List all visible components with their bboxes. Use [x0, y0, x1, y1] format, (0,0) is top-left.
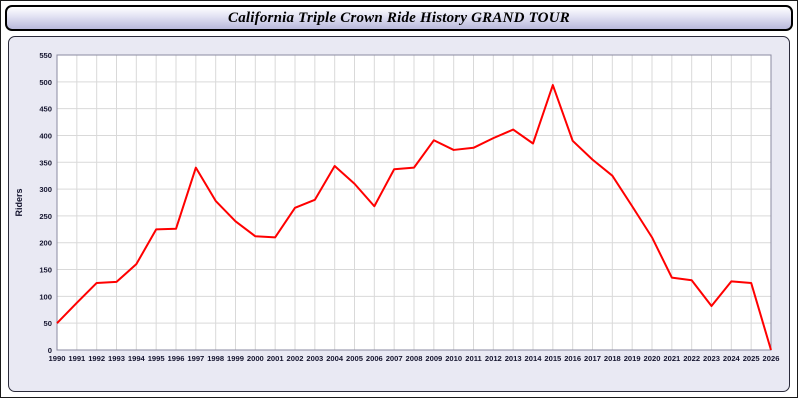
- y-tick-label: 200: [39, 239, 52, 248]
- x-tick-label: 2014: [525, 354, 543, 363]
- x-tick-label: 2005: [346, 354, 364, 363]
- ride-history-line-chart: 1990 1991 1992 1993 1994 1995 1996 1997 1998 1999…: [14, 51, 780, 363]
- y-tick-label: 350: [39, 158, 52, 167]
- x-tick-label: 1991: [68, 354, 86, 363]
- x-tick-label: 2017: [584, 354, 601, 363]
- x-tick-label: 1995: [148, 354, 166, 363]
- x-tick-label: 2020: [644, 354, 661, 363]
- x-tick-label: 1996: [168, 354, 185, 363]
- x-tick-label: 1992: [88, 354, 105, 363]
- y-axis-label: Riders: [14, 188, 24, 216]
- chart-panel: 1990 1991 1992 1993 1994 1995 1996 1997 1998 1999…: [8, 36, 790, 392]
- x-tick-label: 2025: [743, 354, 761, 363]
- x-tick-label: 2002: [287, 354, 304, 363]
- x-tick-label: 2012: [485, 354, 502, 363]
- x-tick-label: 2022: [683, 354, 700, 363]
- x-tick-label: 2023: [703, 354, 720, 363]
- x-tick-label: 2008: [406, 354, 423, 363]
- y-tick-label: 300: [39, 185, 52, 194]
- x-tick-label: 2001: [267, 354, 285, 363]
- x-tick-label: 1999: [227, 354, 244, 363]
- x-tick-label: 1990: [49, 354, 66, 363]
- y-tick-label: 100: [39, 292, 52, 301]
- x-tick-label: 2018: [604, 354, 621, 363]
- y-tick-label: 400: [39, 131, 52, 140]
- y-tick-label: 50: [44, 319, 52, 328]
- chart-title-bar: California Triple Crown Ride History GRA…: [5, 5, 793, 31]
- x-tick-label: 1994: [128, 354, 146, 363]
- y-tick-label: 150: [39, 266, 52, 275]
- riders-series-line: [56, 84, 772, 351]
- x-tick-label: 2019: [624, 354, 641, 363]
- x-tick-label: 1993: [108, 354, 125, 363]
- y-tick-label: 450: [39, 105, 52, 114]
- x-tick-label: 2009: [425, 354, 442, 363]
- y-tick-label: 250: [39, 212, 52, 221]
- x-tick-label: 2013: [505, 354, 522, 363]
- x-tick-label: 2024: [723, 354, 741, 363]
- x-tick-label: 2007: [386, 354, 403, 363]
- x-tick-label: 2000: [247, 354, 264, 363]
- x-tick-label: 2004: [326, 354, 344, 363]
- x-tick-label: 2010: [445, 354, 462, 363]
- x-tick-label: 2015: [544, 354, 562, 363]
- x-tick-label: 2003: [306, 354, 323, 363]
- x-tick-label: 2006: [366, 354, 383, 363]
- chart-title: California Triple Crown Ride History GRA…: [228, 9, 570, 26]
- y-tick-label: 550: [39, 51, 52, 60]
- x-tick-label: 1997: [187, 354, 204, 363]
- y-tick-label: 500: [39, 78, 52, 87]
- x-tick-label: 2021: [663, 354, 681, 363]
- x-tick-label: 1998: [207, 354, 224, 363]
- x-tick-label: 2016: [564, 354, 581, 363]
- x-tick-label: 2026: [763, 354, 780, 363]
- x-tick-label: 2011: [465, 354, 482, 363]
- y-tick-label: 0: [48, 346, 52, 355]
